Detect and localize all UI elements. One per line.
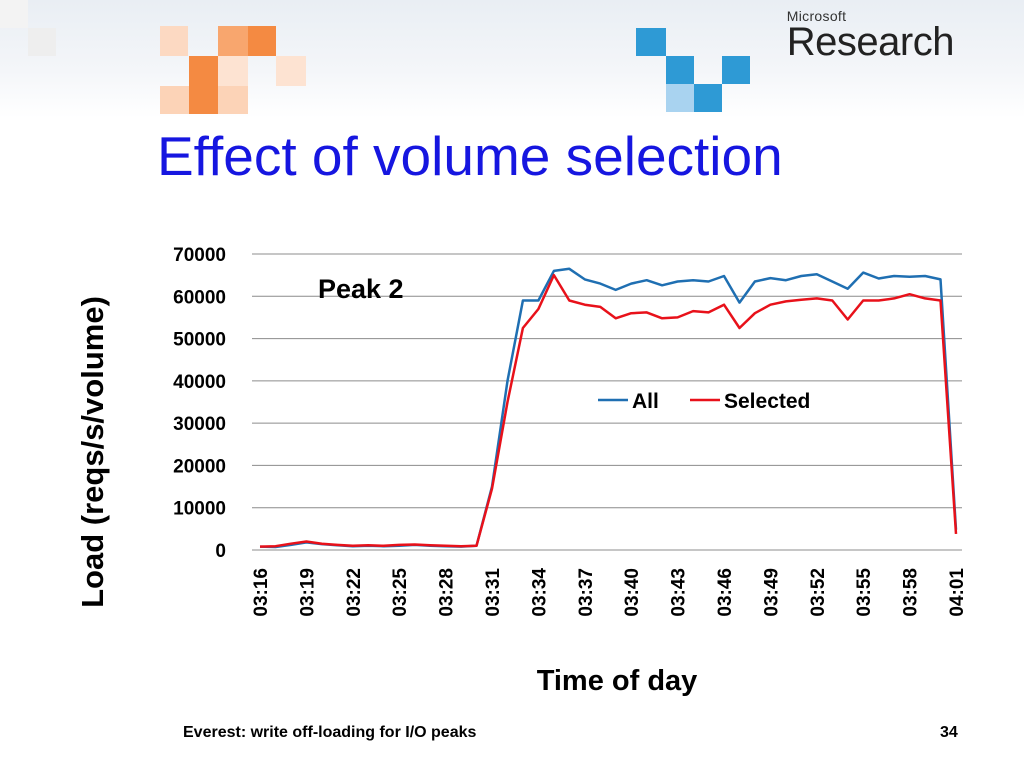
banner-tile <box>189 56 218 86</box>
x-axis-title: Time of day <box>537 665 698 697</box>
x-tick-label: 03:58 <box>901 568 922 617</box>
x-tick-label: 03:37 <box>576 568 597 617</box>
header-banner: Microsoft Research <box>0 0 1024 118</box>
x-tick-label: 03:28 <box>437 568 458 617</box>
x-tick-label: 03:34 <box>529 568 550 617</box>
banner-tile <box>722 56 750 84</box>
banner-tile <box>218 26 248 56</box>
page-number: 34 <box>940 724 958 741</box>
x-tick-label: 03:22 <box>344 568 365 617</box>
footer-text: Everest: write off-loading for I/O peaks <box>183 724 477 741</box>
banner-tile <box>636 28 666 56</box>
x-tick-label: 03:52 <box>808 568 829 617</box>
y-tick-label: 40000 <box>173 372 226 393</box>
banner-tile <box>160 26 188 56</box>
y-tick-label: 0 <box>215 541 226 562</box>
banner-tile <box>218 86 248 114</box>
y-tick-label: 70000 <box>173 245 226 266</box>
y-tick-label: 30000 <box>173 414 226 435</box>
slide-title: Effect of volume selection <box>157 125 783 187</box>
peak-annotation: Peak 2 <box>318 274 404 304</box>
x-tick-label: 03:19 <box>297 568 318 617</box>
banner-tile <box>248 26 276 56</box>
logo-research-text: Research <box>786 20 955 64</box>
banner-tile <box>666 84 694 112</box>
x-tick-label: 03:40 <box>622 568 643 617</box>
x-tick-label: 03:49 <box>761 568 782 617</box>
series-line-all <box>259 267 958 549</box>
x-tick-label: 03:55 <box>854 568 875 617</box>
banner-tile <box>28 28 56 56</box>
x-tick-label: 03:16 <box>251 568 272 617</box>
y-tick-label: 50000 <box>173 330 226 351</box>
banner-tile <box>218 56 248 86</box>
x-tick-label: 04:01 <box>947 568 968 617</box>
logo-microsoft-text: Microsoft <box>786 8 847 24</box>
banner-tile <box>666 56 694 84</box>
series-line-selected <box>259 273 958 548</box>
banner-tile <box>160 86 189 114</box>
banner-tile <box>276 56 306 86</box>
x-tick-label: 03:25 <box>390 568 411 617</box>
banner-tile <box>694 84 722 112</box>
y-tick-label: 10000 <box>173 499 226 520</box>
banner-tile <box>189 86 218 114</box>
x-tick-label: 03:46 <box>715 568 736 617</box>
legend-label-all: All <box>632 390 659 413</box>
banner-tile <box>0 0 28 28</box>
x-tick-label: 03:31 <box>483 568 504 617</box>
y-axis-title: Load (reqs/s/volume) <box>75 296 110 608</box>
legend-label-selected: Selected <box>724 390 810 413</box>
y-tick-label: 20000 <box>173 456 226 477</box>
line-chart: 0 10000 20000 30000 40000 50000 60000 70000 03:1… <box>75 245 968 697</box>
x-tick-label: 03:43 <box>669 568 690 617</box>
y-tick-label: 60000 <box>173 287 226 308</box>
microsoft-research-logo: Microsoft Research <box>786 8 955 65</box>
